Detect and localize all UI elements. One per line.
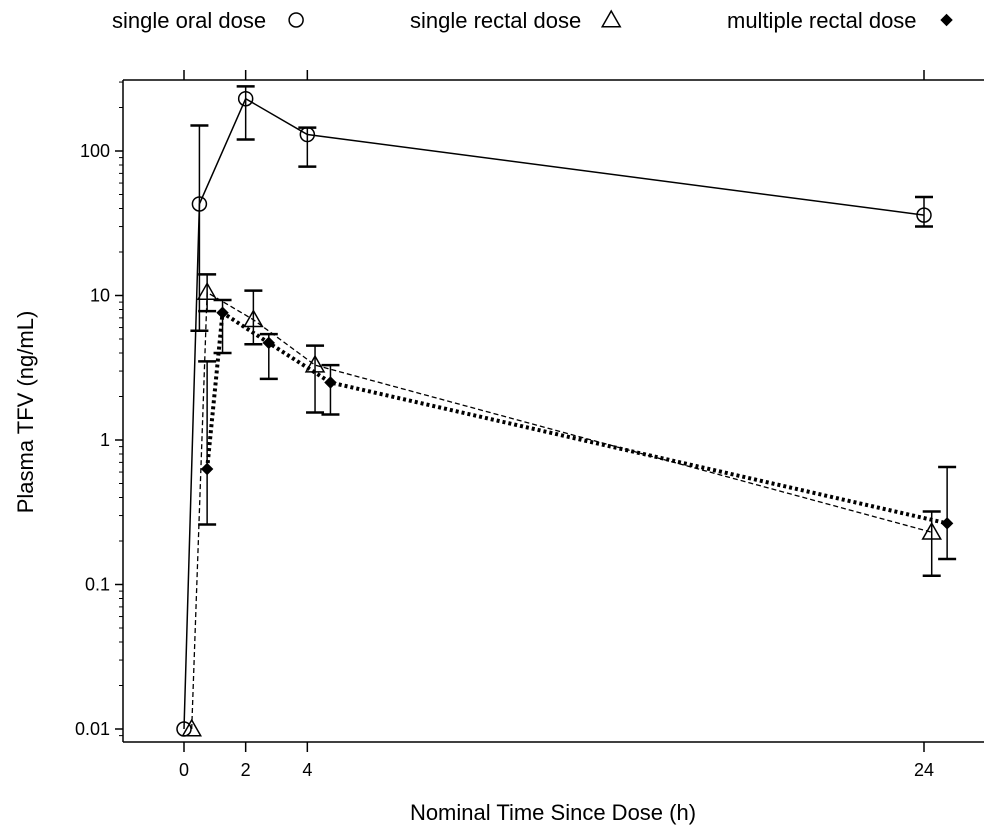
data-point-diamond — [262, 336, 275, 350]
series-multiple-rectal-dose — [198, 298, 957, 561]
series-layer — [176, 85, 957, 737]
legend-label-single-oral-dose: single oral dose — [112, 8, 266, 33]
series-line — [205, 309, 948, 526]
data-point-circle — [916, 207, 932, 223]
x-tick-label: 24 — [914, 760, 934, 780]
data-point-triangle — [600, 9, 622, 28]
y-tick-label: 0.1 — [85, 575, 110, 595]
legend-label-multiple-rectal-dose: multiple rectal dose — [727, 8, 917, 33]
data-point-diamond — [940, 13, 953, 27]
y-tick-label: 10 — [90, 286, 110, 306]
data-point-diamond — [216, 306, 229, 319]
series-single-rectal-dose — [181, 273, 943, 737]
data-point-circle — [288, 12, 304, 28]
series-single-oral-dose — [176, 85, 933, 737]
y-tick-label: 0.01 — [75, 719, 110, 739]
data-point-triangle — [921, 521, 943, 540]
y-tick-label: 100 — [80, 141, 110, 161]
x-tick-label: 4 — [302, 760, 312, 780]
x-tick-label: 0 — [179, 760, 189, 780]
x-axis-label: Nominal Time Since Dose (h) — [410, 800, 696, 825]
data-point-circle — [299, 126, 316, 143]
x-tick-label: 2 — [241, 760, 251, 780]
data-point-triangle — [196, 281, 218, 300]
y-tick-label: 1 — [100, 430, 110, 450]
data-point-diamond — [200, 462, 214, 476]
y-axis-label: Plasma TFV (ng/mL) — [13, 311, 38, 514]
legend-label-single-rectal-dose: single rectal dose — [410, 8, 581, 33]
data-point-triangle — [243, 309, 264, 328]
data-point-triangle — [181, 718, 203, 737]
data-point-diamond — [324, 376, 337, 389]
data-point-diamond — [940, 517, 954, 530]
series-line — [191, 291, 932, 730]
series-line — [183, 97, 925, 730]
legend: single oral dose single rectal dose mult… — [112, 8, 953, 33]
data-point-circle — [237, 90, 254, 107]
data-point-circle — [191, 196, 208, 212]
